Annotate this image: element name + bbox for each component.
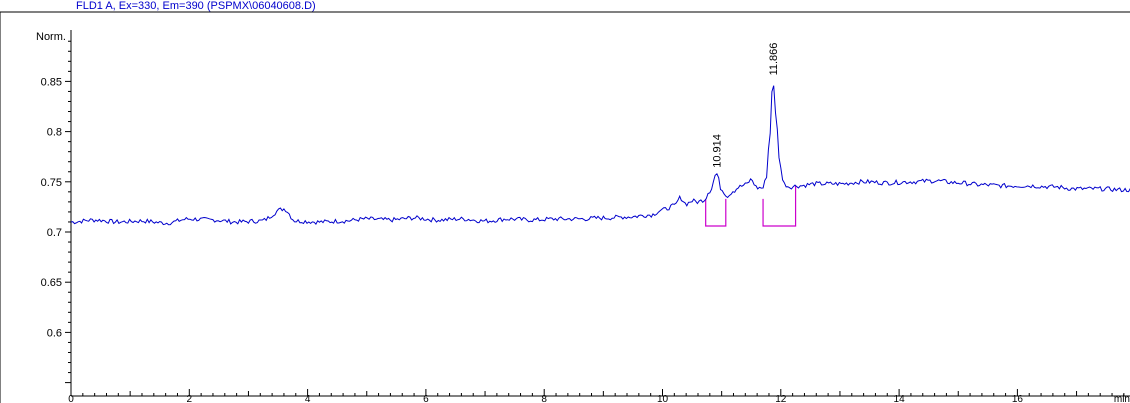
y-tick-label: 0.8 [47, 127, 62, 139]
series-line [70, 85, 1130, 226]
peak-label: 11.866 [768, 43, 780, 76]
x-tick-label: 6 [423, 394, 429, 403]
peak-label: 10.914 [712, 134, 724, 168]
x-tick-label: 16 [1012, 394, 1024, 403]
x-tick-label: 14 [894, 394, 906, 403]
x-tick-label: 2 [187, 394, 193, 403]
y-tick-label: 0.65 [41, 277, 62, 289]
peak-labels: 10.914 11.866 [712, 43, 780, 168]
y-tick-label: 0.85 [41, 76, 62, 88]
x-tick-label: 10 [657, 394, 669, 403]
chart-title: FLD1 A, Ex=330, Em=390 (PSPMX\06040608.D… [76, 0, 316, 12]
traces [70, 85, 1130, 226]
y-tick-label: 0.6 [47, 327, 62, 339]
y-tick-label: 0.7 [47, 227, 62, 239]
peak-baseline [705, 198, 727, 227]
x-tick-label: 12 [775, 394, 787, 403]
integration-baselines [705, 185, 797, 227]
x-axis-label: min [1114, 394, 1130, 403]
x-tick-label: 8 [541, 394, 547, 403]
axes: 0.6 0.65 0.7 0.75 0.8 0.85 0 2 4 6 8 10 12 14 16 min [0, 11, 1130, 403]
x-tick-label: 0 [68, 394, 74, 403]
x-tick-label: 4 [305, 394, 311, 403]
y-axis-label: Norm. [36, 31, 66, 43]
peak-baseline [762, 185, 797, 227]
y-tick-label: 0.75 [41, 177, 62, 189]
